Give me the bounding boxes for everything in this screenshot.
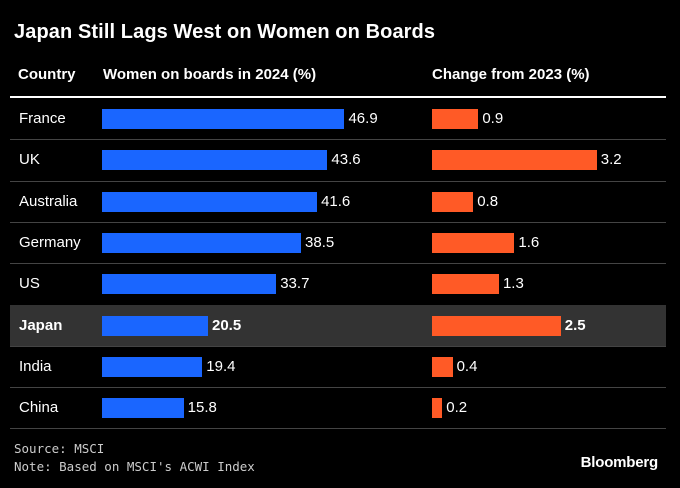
women-on-boards-value: 38.5 [305,233,335,251]
table-row: Australia 41.6 0.8 [10,181,666,222]
table-row: India 19.4 0.4 [10,346,666,387]
change-value: 0.9 [482,110,504,127]
change-value: 1.3 [502,275,524,293]
row-divider [10,180,666,182]
women-on-boards-value: 19.4 [206,357,236,375]
table-row: France 46.9 0.9 [10,98,666,139]
header-women-on-boards: Women on boards in 2024 (%) [103,66,317,83]
table-row: US 33.7 1.3 [10,263,666,304]
bloomberg-logo: Bloomberg [580,454,659,471]
change-bar [432,274,499,295]
change-value: 0.4 [456,357,478,375]
chart-title: Japan Still Lags West on Women on Boards [14,21,436,43]
change-value: 0.2 [446,399,468,417]
change-value: 3.2 [600,151,622,169]
country-label: India [19,357,52,375]
country-label: Japan [19,316,63,334]
women-on-boards-value: 20.5 [211,316,242,334]
country-label: France [19,110,66,127]
change-bar [432,232,515,253]
change-bar [432,191,474,212]
row-divider [10,387,666,389]
table-row: UK 43.6 3.2 [10,139,666,180]
country-label: China [19,399,59,417]
footnote: Note: Based on MSCI's ACWI Index [14,459,255,474]
change-value: 0.8 [477,192,499,210]
women-on-boards-bar [102,109,345,129]
change-value: 1.6 [518,233,540,251]
table-row: Germany 38.5 1.6 [10,222,666,263]
row-divider [10,345,666,347]
row-divider [10,428,666,430]
women-on-boards-value: 46.9 [348,110,378,127]
header-divider [10,96,666,98]
women-on-boards-bar [102,398,184,419]
row-divider [10,139,666,141]
row-divider [10,221,666,223]
women-on-boards-value: 15.8 [187,399,217,417]
row-divider [10,263,666,265]
header-change: Change from 2023 (%) [432,66,590,83]
women-on-boards-value: 43.6 [331,151,361,169]
women-on-boards-bar [102,232,302,253]
women-on-boards-bar [102,274,277,295]
table-row: Japan 20.5 2.5 [10,304,666,346]
country-label: UK [19,151,40,169]
country-label: Australia [19,192,78,210]
women-on-boards-bar [102,315,208,336]
women-on-boards-value: 41.6 [321,192,351,210]
women-on-boards-value: 33.7 [280,275,310,293]
change-bar [432,315,561,336]
change-value: 2.5 [564,316,586,334]
header-country: Country [18,66,76,83]
women-on-boards-bar [102,191,318,212]
country-label: US [19,275,40,293]
change-bar [432,356,453,377]
women-on-boards-bar [102,150,328,171]
women-on-boards-bar [102,356,203,377]
table-row: China 15.8 0.2 [10,387,666,428]
change-bar [432,398,443,419]
change-bar [432,109,479,129]
source-note: Source: MSCI [14,441,105,456]
country-label: Germany [19,233,81,251]
change-bar [432,150,597,171]
